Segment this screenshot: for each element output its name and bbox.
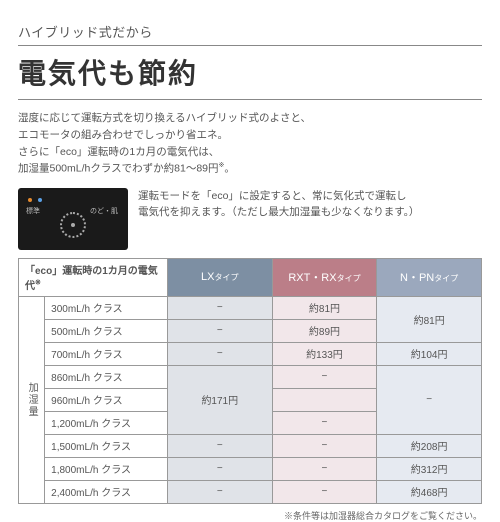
row-label-0: 300mL/h クラス [45, 296, 168, 319]
cell-lx-6: − [167, 434, 272, 457]
cell-npn-0: 約81円 [377, 296, 482, 342]
cell-npn-7: 約312円 [377, 457, 482, 480]
cell-lx-2: − [167, 342, 272, 365]
eco-desc-2: 電気代を抑えます。（ただし最大加湿量も少なくなります。） [138, 206, 419, 218]
intro-line4-post: 。 [224, 163, 235, 175]
row-label-4: 960mL/h クラス [45, 388, 168, 411]
cell-lx-7: − [167, 457, 272, 480]
col-header-npn: N・PNタイプ [377, 258, 482, 296]
cell-npn-6: 約208円 [377, 434, 482, 457]
panel-label-left: 標準 [26, 206, 40, 216]
intro-line2: エコモータの組み合わせでしっかり省エネ。 [18, 129, 228, 141]
cell-rxt-3: − [272, 365, 377, 388]
panel-label-right: のど・肌 [90, 206, 118, 216]
cell-rxt-4 [272, 388, 377, 411]
row-header-vertical: 加湿量 [19, 296, 45, 503]
dial-icon [60, 212, 86, 238]
cell-lx-1: − [167, 319, 272, 342]
row-label-1: 500mL/h クラス [45, 319, 168, 342]
cell-rxt-5: − [272, 411, 377, 434]
cell-lx-3: 約171円 [167, 365, 272, 434]
table-caption-sup: ※ [35, 280, 41, 287]
cell-npn-3: − [377, 365, 482, 434]
tagline: ハイブリッド式だから [18, 22, 482, 46]
cell-rxt-1: 約89円 [272, 319, 377, 342]
col-header-rxt: RXT・RXタイプ [272, 258, 377, 296]
cost-table: 「eco」運転時の1カ月の電気代※ LXタイプ RXT・RXタイプ N・PNタイ… [18, 258, 482, 504]
eco-desc-1: 運転モードを「eco」に設定すると、常に気化式で運転し [138, 190, 407, 202]
col-header-lx: LXタイプ [167, 258, 272, 296]
row-label-3: 860mL/h クラス [45, 365, 168, 388]
intro-line1: 湿度に応じて運転方式を切り換えるハイブリッド式のよさと、 [18, 112, 311, 124]
cell-rxt-7: − [272, 457, 377, 480]
footnote: ※条件等は加湿器総合カタログをご覧ください。 [18, 509, 482, 522]
row-label-7: 1,800mL/h クラス [45, 457, 168, 480]
intro-line4-pre: 加湿量500mL/hクラスでわずか約81〜89円 [18, 163, 219, 175]
cell-npn-2: 約104円 [377, 342, 482, 365]
intro-line3: さらに「eco」運転時の1カ月の電気代は、 [18, 146, 219, 158]
cell-rxt-6: − [272, 434, 377, 457]
headline: 電気代も節約 [18, 52, 482, 100]
eco-row: 標準 のど・肌 運転モードを「eco」に設定すると、常に気化式で運転し 電気代を… [18, 188, 482, 250]
cell-rxt-2: 約133円 [272, 342, 377, 365]
cell-rxt-0: 約81円 [272, 296, 377, 319]
row-label-6: 1,500mL/h クラス [45, 434, 168, 457]
table-caption: 「eco」運転時の1カ月の電気代※ [19, 258, 168, 296]
table-caption-text: 「eco」運転時の1カ月の電気代 [25, 266, 158, 292]
eco-description: 運転モードを「eco」に設定すると、常に気化式で運転し 電気代を抑えます。（ただ… [138, 188, 482, 222]
row-label-5: 1,200mL/h クラス [45, 411, 168, 434]
eco-panel-image: 標準 のど・肌 [18, 188, 128, 250]
cell-lx-0: − [167, 296, 272, 319]
row-label-2: 700mL/h クラス [45, 342, 168, 365]
intro-text: 湿度に応じて運転方式を切り換えるハイブリッド式のよさと、 エコモータの組み合わせ… [18, 110, 482, 178]
